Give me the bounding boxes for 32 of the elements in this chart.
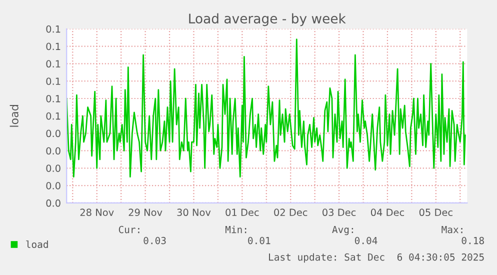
y-tick-label: 0.1 — [46, 25, 60, 33]
x-tick-label: 02 Dec — [274, 208, 308, 216]
x-tick-label: 04 Dec — [370, 208, 404, 216]
text: Min: — [225, 226, 246, 234]
y-tick-label: 0.1 — [46, 78, 60, 85]
x-tick-label: 29 Nov — [128, 208, 162, 216]
line-series — [66, 38, 466, 178]
y-axis-title: load — [10, 105, 18, 127]
y-tick-label: 0.1 — [46, 112, 60, 120]
x-tick-label: 05 Dec — [419, 208, 452, 216]
text: Last update: Sat Dec 6 04:30:05 2025 — [269, 253, 484, 263]
legend-label: load — [26, 240, 48, 248]
chart-title: Load average - by week — [189, 13, 346, 26]
x-tick-label: 01 Dec — [226, 208, 259, 216]
y-tick-label: 0.0 — [46, 147, 60, 155]
y-tick-label: 0.1 — [46, 42, 60, 50]
text: 0.03 — [144, 236, 166, 244]
text: 0.04 — [354, 236, 378, 244]
y-tick-label: 0.1 — [46, 94, 60, 102]
y-tick-label: 0.0 — [46, 199, 60, 207]
y-tick-label: 0.0 — [46, 164, 60, 172]
text: Cur: — [118, 226, 140, 234]
text: Max: — [442, 226, 462, 234]
y-tick-label: 0.0 — [46, 182, 60, 190]
x-tick-label: 28 Nov — [80, 208, 114, 216]
y-tick-label: 0.0 — [46, 130, 60, 138]
text: 0.18 — [462, 236, 484, 244]
y-tick-label: 0.1 — [46, 60, 60, 68]
x-tick-label: 30 Nov — [177, 208, 211, 216]
x-tick-label: 03 Dec — [322, 208, 356, 216]
text: Avg: — [332, 226, 354, 236]
text: 0.01 — [248, 236, 270, 244]
